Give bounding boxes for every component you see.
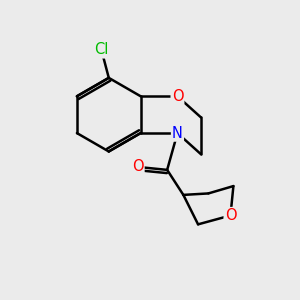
Text: O: O (132, 159, 143, 174)
Text: Cl: Cl (94, 42, 109, 57)
Text: O: O (225, 208, 236, 223)
Text: O: O (172, 89, 183, 104)
Text: N: N (172, 126, 183, 141)
